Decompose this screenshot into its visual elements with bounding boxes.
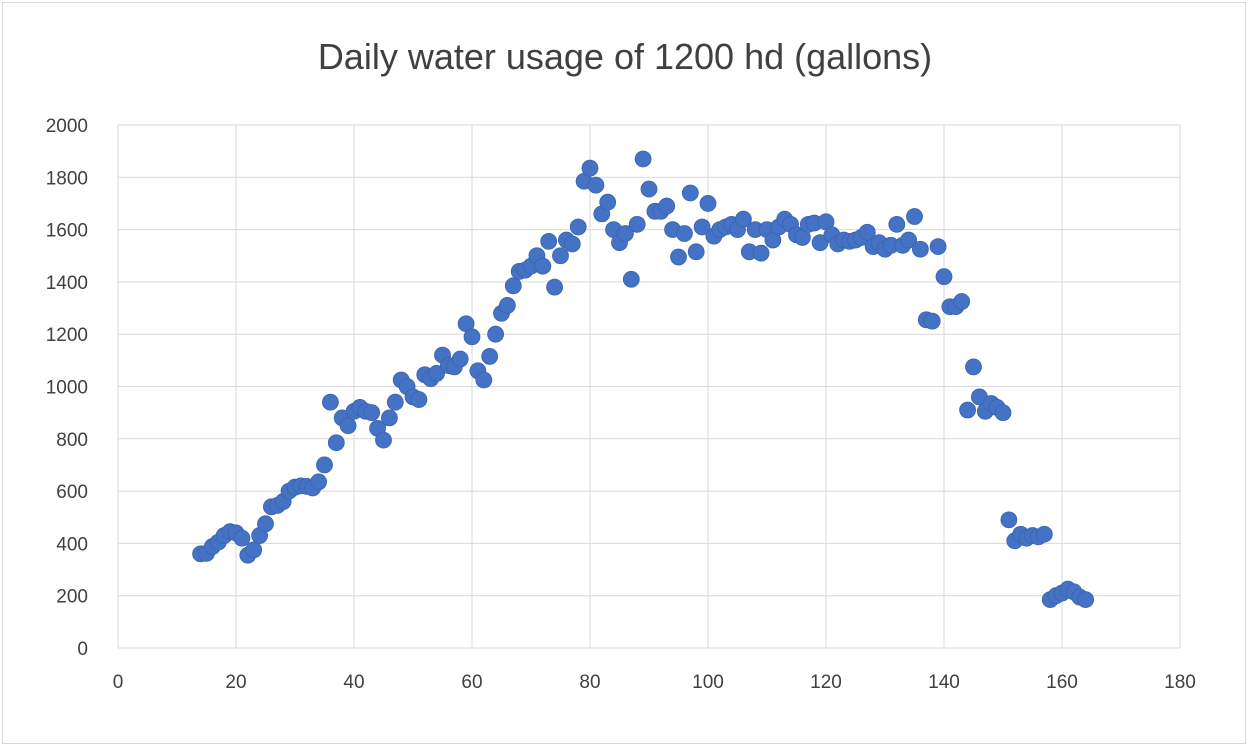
data-point <box>622 270 640 288</box>
data-point <box>634 150 652 168</box>
data-point <box>428 365 446 382</box>
data-point <box>245 541 263 559</box>
data-point <box>953 293 971 310</box>
data-point <box>386 393 404 411</box>
y-tick-label: 600 <box>56 482 88 503</box>
data-point <box>540 232 558 250</box>
data-point <box>498 297 516 314</box>
data-point <box>410 391 428 408</box>
data-point <box>617 225 634 242</box>
data-point <box>481 348 499 365</box>
data-point <box>752 244 770 262</box>
data-point <box>321 393 339 411</box>
x-tick-label: 20 <box>225 672 246 693</box>
data-point <box>581 159 599 177</box>
grid-lines <box>117 124 1181 649</box>
data-point <box>316 456 333 474</box>
data-point <box>658 197 676 215</box>
x-tick-label: 100 <box>692 672 724 693</box>
data-point <box>375 431 392 449</box>
y-tick-label: 1600 <box>46 221 88 242</box>
data-point <box>363 404 381 422</box>
y-tick-label: 1000 <box>46 378 88 399</box>
x-tick-label: 60 <box>461 672 482 693</box>
data-point <box>552 247 569 265</box>
x-axis-tick-labels: 0 20 40 60 80 100 120 140 160 180 <box>113 672 1196 693</box>
y-tick-label: 2000 <box>46 116 88 137</box>
data-point <box>687 243 705 261</box>
data-point <box>935 268 953 286</box>
data-point <box>693 218 711 236</box>
data-point <box>504 277 522 295</box>
data-point <box>327 434 345 452</box>
data-point <box>912 240 929 258</box>
data-point <box>233 529 251 547</box>
data-point <box>670 248 687 266</box>
data-point <box>380 409 398 427</box>
x-tick-label: 180 <box>1164 672 1196 693</box>
data-point <box>676 225 693 242</box>
y-tick-label: 200 <box>56 587 88 608</box>
y-tick-label: 400 <box>56 534 88 555</box>
data-point <box>1035 525 1053 543</box>
data-point <box>888 215 906 233</box>
data-point <box>487 325 505 343</box>
y-tick-label: 0 <box>77 639 88 660</box>
y-axis-tick-labels: 0 200 400 600 800 1000 1200 1400 1600 1800 2000 <box>46 116 88 660</box>
data-point <box>1000 511 1018 529</box>
x-tick-label: 80 <box>579 672 600 693</box>
data-point <box>475 371 493 389</box>
data-point <box>959 401 976 419</box>
data-point <box>569 218 587 236</box>
data-point <box>965 358 982 376</box>
data-point <box>599 193 617 211</box>
x-tick-label: 0 <box>113 672 124 693</box>
data-point <box>1077 591 1094 609</box>
data-point <box>923 312 941 330</box>
data-point <box>811 234 829 252</box>
y-tick-label: 1200 <box>46 325 88 346</box>
y-tick-label: 1800 <box>46 168 88 189</box>
y-tick-label: 1400 <box>46 273 88 294</box>
data-point <box>339 417 357 435</box>
y-tick-label: 800 <box>56 430 88 451</box>
x-tick-label: 120 <box>810 672 842 693</box>
data-point <box>563 235 581 253</box>
data-points <box>192 150 1094 609</box>
x-tick-label: 160 <box>1046 672 1078 693</box>
data-point <box>681 184 699 202</box>
data-point <box>310 473 328 491</box>
data-point <box>628 215 646 233</box>
data-point <box>546 278 563 296</box>
data-point <box>699 195 717 212</box>
x-tick-label: 40 <box>343 672 364 693</box>
data-point <box>858 223 876 241</box>
data-point <box>906 208 923 225</box>
data-point <box>463 328 481 346</box>
data-point <box>994 404 1012 422</box>
data-point <box>257 515 274 533</box>
data-point <box>735 210 752 228</box>
data-point <box>900 231 917 249</box>
x-tick-label: 140 <box>928 672 960 693</box>
data-point <box>534 257 552 275</box>
data-point <box>640 180 658 198</box>
data-point <box>451 350 469 368</box>
chart-title: Daily water usage of 1200 hd (gallons) <box>317 36 933 77</box>
data-point <box>587 176 605 194</box>
data-point <box>929 238 947 255</box>
